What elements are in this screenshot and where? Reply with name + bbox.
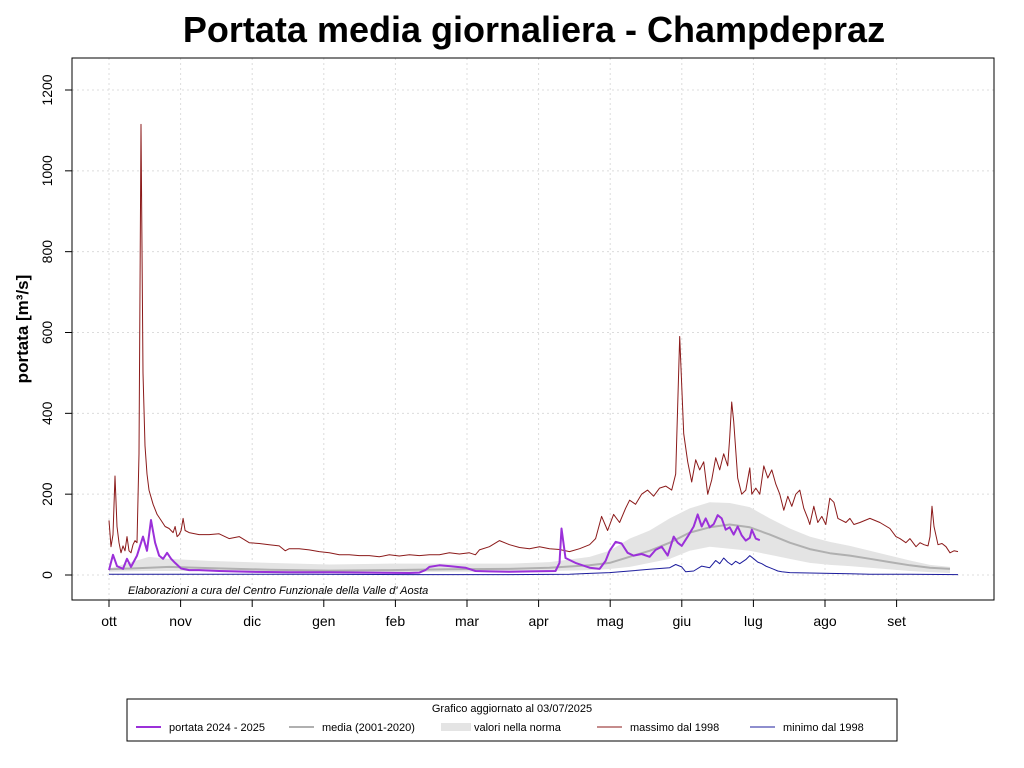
y-tick-label: 200: [39, 482, 55, 506]
x-tick-label: apr: [528, 613, 549, 629]
norm-band: [109, 502, 950, 573]
legend: Grafico aggiornato al 03/07/2025 portata…: [126, 698, 898, 742]
series-lines: [108, 123, 959, 576]
x-tick-label: giu: [672, 613, 691, 629]
series-line-max: [108, 123, 959, 558]
x-tick-label: ago: [813, 613, 837, 629]
y-tick-label: 1000: [39, 155, 55, 186]
legend-label: valori nella norma: [474, 722, 562, 734]
chart-title: Portata media giornaliera - Champdepraz: [183, 9, 885, 50]
series-line-mean: [108, 523, 951, 572]
x-tick-label: set: [887, 613, 906, 629]
legend-label: minimo dal 1998: [783, 722, 864, 734]
plot-frame: [71, 57, 995, 601]
y-axis-label: portata [m³/s]: [13, 275, 32, 384]
y-tick-label: 0: [39, 571, 55, 579]
x-tick-label: ott: [101, 613, 117, 629]
x-tick-label: dic: [243, 613, 261, 629]
y-axis: 0 200 400 600 800 1000 1200: [39, 74, 72, 579]
legend-box: [126, 698, 898, 742]
x-tick-label: mag: [597, 613, 624, 629]
norm-band-area: [109, 502, 950, 573]
x-tick-label: gen: [312, 613, 335, 629]
legend-items: portata 2024 - 2025 media (2001-2020) valo…: [136, 722, 864, 734]
x-tick-label: feb: [386, 613, 406, 629]
legend-label: portata 2024 - 2025: [169, 722, 265, 734]
x-tick-label: lug: [744, 613, 763, 629]
series-line-current: [108, 513, 761, 574]
y-tick-label: 400: [39, 401, 55, 425]
series-line-min: [109, 555, 959, 576]
x-tick-label: mar: [455, 613, 479, 629]
y-tick-label: 1200: [39, 74, 55, 105]
x-tick-label: nov: [169, 613, 192, 629]
legend-title: Grafico aggiornato al 03/07/2025: [432, 703, 592, 715]
legend-label: massimo dal 1998: [630, 722, 719, 734]
legend-label: media (2001-2020): [322, 722, 415, 734]
credit-note: Elaborazioni a cura del Centro Funzional…: [128, 585, 428, 597]
y-tick-label: 800: [39, 240, 55, 264]
y-tick-label: 600: [39, 321, 55, 345]
x-axis: ott nov dic gen feb mar apr mag giu lug ago set: [101, 600, 906, 629]
grid: [72, 58, 994, 600]
